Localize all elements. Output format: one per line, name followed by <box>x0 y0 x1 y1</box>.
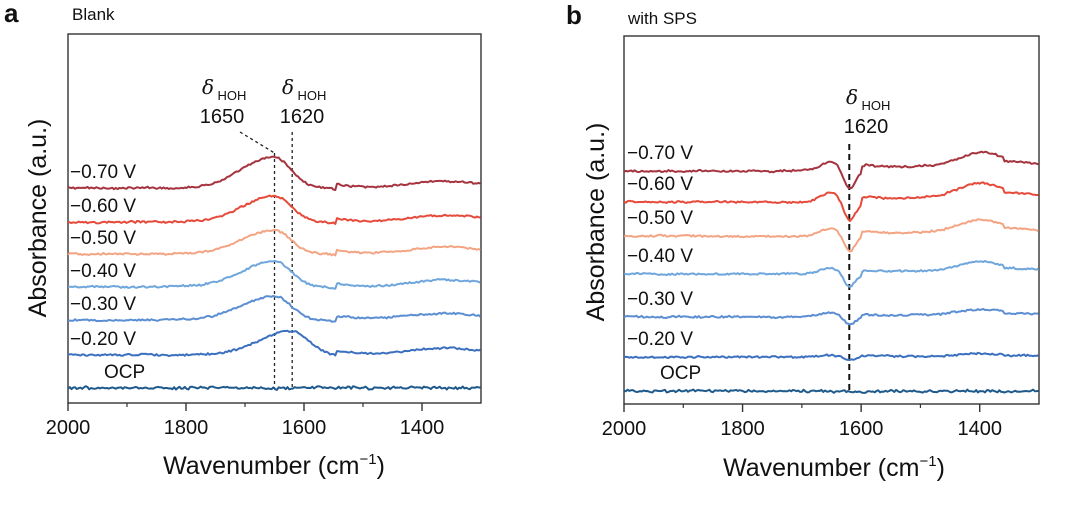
annotation-subscript: HOH <box>862 98 891 113</box>
spectrum-trace-OCP <box>67 385 481 391</box>
trace-label: −0.70 V <box>627 143 693 164</box>
x-tick-label: 1400 <box>400 417 445 439</box>
trace-label: −0.40 V <box>627 246 693 267</box>
annotation-symbol: δ <box>846 85 858 109</box>
x-tick-label: 1400 <box>957 418 1002 440</box>
traces-b <box>623 150 1039 394</box>
panel-letter-b: b <box>566 0 582 30</box>
annotation-subscript: HOH <box>298 88 327 103</box>
trace-label: OCP <box>660 363 701 384</box>
spectrum-trace-050V <box>623 218 1039 253</box>
spectrum-trace-020V <box>623 351 1039 361</box>
trace-label: −0.20 V <box>627 329 693 350</box>
annotation-value: 1620 <box>280 106 325 128</box>
panel-title-a: Blank <box>72 5 115 24</box>
spectrum-trace-040V <box>623 260 1039 288</box>
traces-a <box>67 155 482 391</box>
trace-labels-b: −0.70 V −0.60 V −0.50 V −0.40 V −0.30 V −0.20… <box>627 143 701 384</box>
x-axis-label-a-main: Wavenumber (cm <box>163 452 359 480</box>
trace-label: −0.50 V <box>70 228 136 249</box>
spectrum-trace-040V <box>68 259 481 290</box>
x-axis-label-a-sup: −1 <box>359 451 376 468</box>
annotation-leader-line <box>239 131 275 154</box>
trace-label: −0.30 V <box>627 289 693 310</box>
annotation-value: 1620 <box>844 116 889 138</box>
x-axis-label-b: Wavenumber (cm−1) <box>723 453 945 482</box>
annotation-subscript: HOH <box>218 88 247 103</box>
x-tick-label: 2000 <box>602 418 647 440</box>
x-axis-label-a: Wavenumber (cm−1) <box>163 451 385 480</box>
spectrum-trace-030V <box>623 308 1039 326</box>
x-tick-label: 2000 <box>46 417 91 439</box>
panel-letter-a: a <box>4 0 19 28</box>
x-axis-label-b-close: ) <box>937 454 945 482</box>
y-axis-label-b: Absorbance (a.u.) <box>582 123 610 322</box>
spectrum-trace-070V <box>67 155 481 191</box>
trace-label: −0.60 V <box>627 174 693 195</box>
spectrum-trace-OCP <box>623 388 1039 394</box>
annotations-b: δ HOH 1620 <box>844 85 891 390</box>
trace-label: −0.50 V <box>627 208 693 229</box>
spectrum-trace-060V <box>623 181 1039 222</box>
x-axis-b: 2000 1800 1600 1400 <box>602 404 1002 440</box>
panel-b: b with SPS δ HOH 1620 −0.70 V −0.60 V −0.50 … <box>566 0 1040 482</box>
x-tick-label: 1800 <box>720 418 765 440</box>
y-axis-label-a: Absorbance (a.u.) <box>24 119 52 318</box>
annotation-symbol: δ <box>282 75 294 99</box>
x-axis-label-b-sup: −1 <box>919 453 936 470</box>
spectrum-trace-070V <box>623 150 1039 190</box>
plot-frame-b <box>623 35 1040 405</box>
trace-label: OCP <box>104 362 145 383</box>
panel-title-b: with SPS <box>627 9 697 28</box>
spectrum-trace-030V <box>67 294 482 323</box>
annotation-symbol: δ <box>202 75 214 99</box>
x-axis-label-a-close: ) <box>377 452 385 480</box>
x-tick-label: 1800 <box>164 417 209 439</box>
trace-label: −0.20 V <box>70 329 136 350</box>
x-tick-label: 1600 <box>839 418 884 440</box>
x-axis-label-b-main: Wavenumber (cm <box>723 454 919 482</box>
trace-label: −0.70 V <box>70 162 136 183</box>
spectrum-trace-050V <box>67 228 481 257</box>
x-axis-a: 2000 1800 1600 1400 <box>46 403 445 439</box>
spectrum-trace-060V <box>67 194 481 225</box>
trace-label: −0.40 V <box>70 261 136 282</box>
annotation-value: 1650 <box>200 106 245 128</box>
x-tick-label: 1600 <box>282 417 327 439</box>
trace-label: −0.60 V <box>70 196 136 217</box>
spectrum-trace-020V <box>67 329 481 358</box>
trace-labels-a: −0.70 V −0.60 V −0.50 V −0.40 V −0.30 V −0.20… <box>70 162 145 383</box>
trace-label: −0.30 V <box>70 294 136 315</box>
plot-frame-a <box>67 33 482 404</box>
annotations-a: δ HOH 1650 δ HOH 1620 <box>200 75 327 389</box>
